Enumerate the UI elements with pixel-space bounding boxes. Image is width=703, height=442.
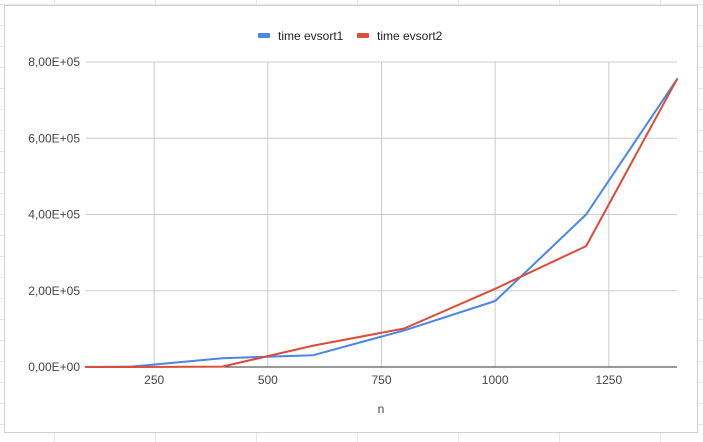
x-axis-label: n [378,402,385,416]
legend-label: time evsort2 [377,29,443,43]
legend-swatch [258,33,270,38]
legend[interactable]: time evsort1 time evsort2 [258,29,443,43]
legend-label: time evsort1 [278,29,344,43]
legend-swatch [357,33,369,38]
legend-item-2[interactable]: time evsort2 [357,29,443,43]
x-tick-label: 250 [144,373,164,387]
y-tick-label: 8,00E+05 [28,55,80,69]
y-tick-label: 6,00E+05 [28,131,80,145]
x-tick-label: 1250 [595,373,622,387]
axes: 0,00E+00 2,00E+05 4,00E+05 6,00E+05 8,00E+05… [28,55,677,387]
chart-container[interactable]: 0,00E+00 2,00E+05 4,00E+05 6,00E+05 8,00E+05… [4,5,698,433]
series-line-2[interactable] [85,78,678,368]
grid-lines [86,61,677,367]
x-tick-label: 1000 [482,373,509,387]
y-tick-label: 2,00E+05 [28,284,80,298]
legend-item-1[interactable]: time evsort1 [258,29,344,43]
series-lines [85,78,678,368]
x-tick-label: 500 [258,373,278,387]
y-tick-label: 0,00E+00 [28,360,80,374]
y-tick-label: 4,00E+05 [28,208,80,222]
series-line-1[interactable] [85,78,678,368]
x-tick-label: 750 [371,373,391,387]
line-chart: 0,00E+00 2,00E+05 4,00E+05 6,00E+05 8,00E+05… [28,29,678,416]
